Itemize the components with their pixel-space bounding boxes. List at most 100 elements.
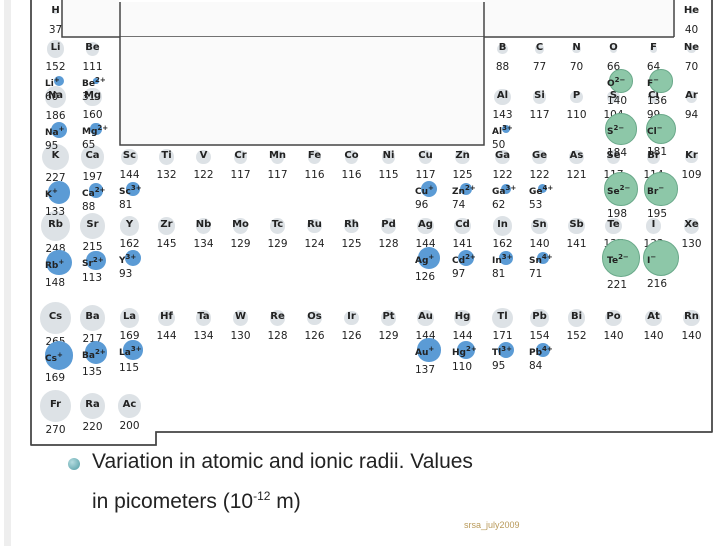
ion-circle-ga <box>500 183 512 195</box>
atomic-radius-value: 116 <box>341 169 362 181</box>
ionic-radius-value: 169 <box>45 372 66 384</box>
atomic-radius-value: 154 <box>529 330 550 342</box>
ionic-radius-value: 216 <box>647 278 668 291</box>
element-symbol: B <box>498 42 507 53</box>
atom-circle <box>647 91 660 103</box>
atomic-radius-value: 132 <box>156 169 177 181</box>
atomic-radius-value: 220 <box>82 420 103 433</box>
gap-top-left <box>120 0 484 36</box>
element-symbol: Si <box>534 90 545 101</box>
element-symbol: V <box>199 150 208 161</box>
atom-circle <box>232 218 249 234</box>
ion-symbol-cd: Cd2+ <box>452 253 476 266</box>
ion-charge: 2+ <box>92 255 104 264</box>
element-symbol: Be <box>85 42 100 53</box>
atomic-radius-value: 160 <box>82 109 103 121</box>
element-cell-rb: Rb 248 <box>37 211 74 326</box>
atom-circle <box>196 149 211 165</box>
ion-symbol-sr: Sr2+ <box>82 256 104 269</box>
element-symbol: P <box>572 90 581 101</box>
ionic-radius-value: 136 <box>647 94 668 107</box>
ion-circle-la <box>123 340 143 360</box>
element-symbol: Mn <box>268 150 287 161</box>
gap-middle <box>120 37 484 145</box>
ion-charge: + <box>51 187 58 196</box>
element-cell-sb: Sb 141 <box>558 214 595 326</box>
element-cell-tl: Tl 171 <box>484 306 521 418</box>
element-symbol: Sn <box>532 219 547 230</box>
ionic-radius-value: 31 <box>82 91 96 103</box>
ion-symbol-se: Se2− <box>607 184 630 197</box>
ionic-radius-value: 113 <box>82 272 103 285</box>
atomic-radius-value: 70 <box>684 61 699 73</box>
atom-circle <box>117 394 142 418</box>
atomic-radius-value: 134 <box>193 330 214 342</box>
caption: Variation in atomic and ionic radii. Val… <box>92 451 652 517</box>
ion-name: Be <box>82 79 95 89</box>
ion-charge: 3+ <box>501 253 513 261</box>
atom-circle <box>497 43 508 55</box>
atomic-radius-value: 140 <box>603 330 624 342</box>
element-symbol: Au <box>418 311 433 322</box>
atomic-radius-value: 128 <box>267 330 288 342</box>
atomic-radius-value: 122 <box>193 169 214 181</box>
element-cell-at: At 140 <box>635 306 672 418</box>
element-cell-nb: Nb 134 <box>185 214 222 326</box>
element-symbol: H <box>51 5 60 16</box>
element-cell-os: Os 126 <box>296 306 333 418</box>
atomic-radius-value: 130 <box>230 330 251 342</box>
element-symbol: Cs <box>48 311 63 322</box>
ion-symbol-ge: Ge4+ <box>529 184 553 197</box>
ion-name: Na <box>45 127 59 138</box>
element-symbol: Ga <box>495 150 510 161</box>
element-symbol: In <box>497 219 508 230</box>
element-symbol: Hg <box>454 311 471 322</box>
element-cell-cr: Cr 117 <box>222 145 259 257</box>
ion-charge: 2+ <box>465 253 476 261</box>
atom-circle <box>44 86 67 108</box>
ionic-radius-value: 115 <box>119 361 140 374</box>
atomic-radius-value: 128 <box>378 238 399 250</box>
ion-charge: − <box>656 124 663 132</box>
element-cell-si: Si 117 <box>521 85 558 197</box>
atomic-radius-value: 129 <box>378 330 399 342</box>
element-cell-y: Y 162 <box>111 214 148 326</box>
ion-circle-sr <box>86 251 106 271</box>
element-symbol: Y <box>125 219 134 230</box>
ion-charge: 2+ <box>97 124 109 132</box>
atom-circle <box>687 44 696 54</box>
ion-charge: 3+ <box>130 345 142 353</box>
atom-circle <box>195 310 212 326</box>
element-symbol: Ca <box>85 150 100 161</box>
atom-circle <box>417 309 434 327</box>
atom-circle <box>157 217 176 235</box>
ion-circle-hg <box>456 340 476 360</box>
ion-charge: + <box>53 76 60 84</box>
ionic-radius-value: 93 <box>119 268 133 280</box>
atom-circle <box>83 87 102 107</box>
atomic-radius-value: 129 <box>230 238 251 250</box>
element-cell-sc: Sc 144 <box>111 145 148 257</box>
ion-name: Y <box>119 256 126 266</box>
element-symbol: Cu <box>418 150 433 161</box>
atom-circle <box>649 45 658 53</box>
element-cell-cd: Cd 141 <box>444 214 481 326</box>
ion-symbol-ba: Ba2+ <box>82 348 106 361</box>
ion-circle-cu <box>420 180 438 198</box>
atom-circle <box>121 148 138 166</box>
ionic-radius-value: 135 <box>82 366 103 379</box>
element-symbol: Rh <box>344 219 359 230</box>
atom-circle <box>683 309 700 327</box>
ion-symbol-cs: Cs+ <box>45 351 63 364</box>
ion-circle-te <box>602 239 640 277</box>
ionic-radius-value: 137 <box>415 363 436 376</box>
element-cell-au: Au 144 <box>407 306 444 418</box>
ion-symbol-o: O2− <box>607 76 625 89</box>
caption-line-2: in picometers (10-12 m) <box>92 489 301 513</box>
element-symbol: Mo <box>232 219 249 230</box>
ion-charge: 3+ <box>501 345 512 354</box>
ionic-radius-value: 96 <box>415 199 429 212</box>
element-symbol: Xe <box>684 219 699 230</box>
ion-symbol-na: Na+ <box>45 125 64 138</box>
atom-circle <box>380 310 397 326</box>
